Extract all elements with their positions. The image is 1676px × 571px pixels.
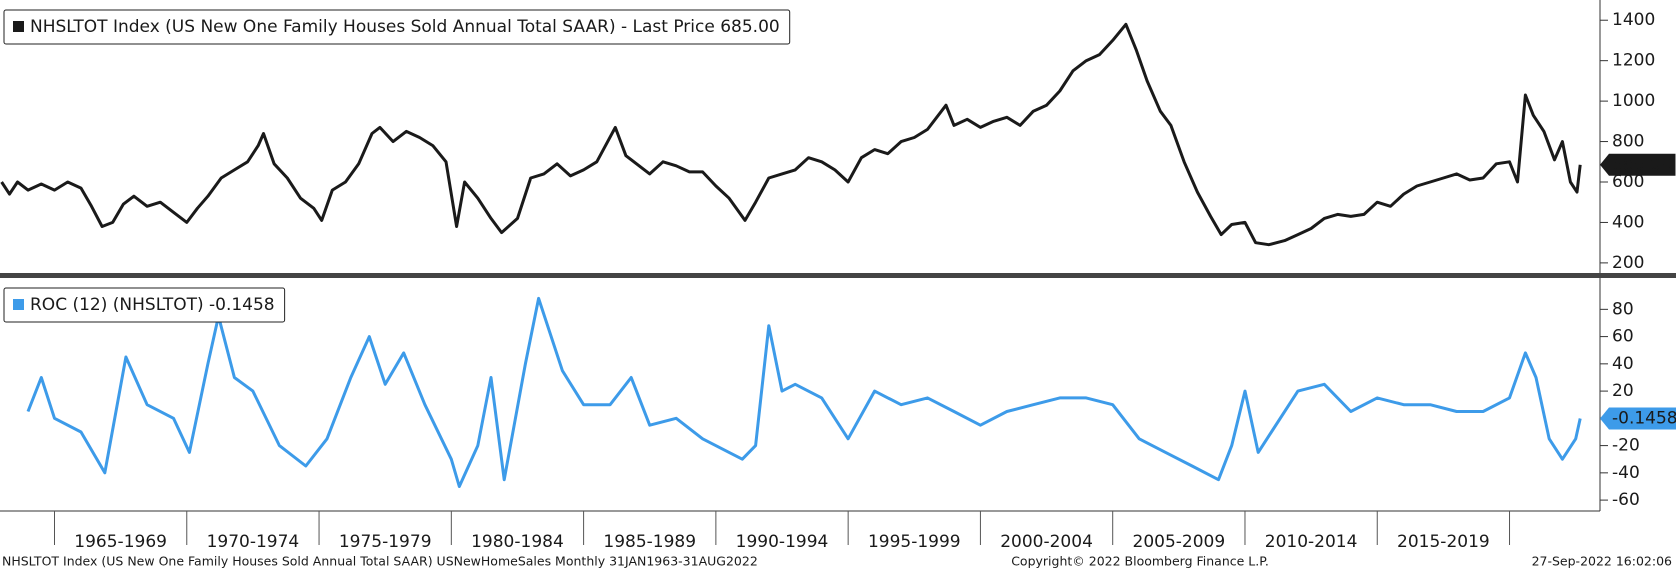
footer-left: NHSLTOT Index (US New One Family Houses … xyxy=(2,554,758,569)
last-value-label: -0.1458 xyxy=(1612,409,1676,429)
y-tick-label: 1000 xyxy=(1612,91,1655,111)
last-value-box xyxy=(1600,153,1676,176)
x-period-label: 2000-2004 xyxy=(1000,532,1093,552)
last-value-label: 685.00 xyxy=(1612,155,1671,175)
y-tick-label: 400 xyxy=(1612,212,1644,232)
x-period-label: 1975-1979 xyxy=(339,532,432,552)
legend-label: ROC (12) (NHSLTOT) -0.1458 xyxy=(30,295,275,315)
y-tick-label: 80 xyxy=(1612,299,1634,319)
legend: NHSLTOT Index (US New One Family Houses … xyxy=(3,9,791,45)
data-line xyxy=(0,22,1582,247)
legend-box xyxy=(3,287,286,323)
last-value-marker: -0.1458 xyxy=(1600,407,1676,430)
data-line xyxy=(26,296,1582,488)
legend-swatch xyxy=(13,299,24,310)
x-period-label: 2015-2019 xyxy=(1397,532,1490,552)
y-tick-label: 600 xyxy=(1612,172,1644,192)
y-tick-label: 40 xyxy=(1612,354,1634,374)
legend-swatch xyxy=(13,21,24,32)
y-tick-label: 20 xyxy=(1612,381,1634,401)
x-period-label: 1985-1989 xyxy=(603,532,696,552)
legend-label: NHSLTOT Index (US New One Family Houses … xyxy=(30,17,780,37)
x-period-label: 1970-1974 xyxy=(207,532,300,552)
x-period-label: 1995-1999 xyxy=(868,532,961,552)
y-tick-label: 1400 xyxy=(1612,10,1655,30)
footer-right: 27-Sep-2022 16:02:06 xyxy=(1532,554,1672,569)
x-period-label: 2010-2014 xyxy=(1265,532,1358,552)
y-tick-label: 200 xyxy=(1612,253,1644,273)
x-period-label: 1965-1969 xyxy=(74,532,167,552)
y-tick-label: -40 xyxy=(1612,463,1640,483)
legend-box xyxy=(3,9,791,45)
x-period-label: 2005-2009 xyxy=(1133,532,1226,552)
last-value-box xyxy=(1600,407,1676,430)
y-tick-label: 800 xyxy=(1612,132,1644,152)
x-period-label: 1990-1994 xyxy=(736,532,829,552)
x-period-label: 1980-1984 xyxy=(471,532,564,552)
panel-separator xyxy=(0,273,1676,278)
y-tick-label: 1200 xyxy=(1612,51,1655,71)
footer-center: Copyright© 2022 Bloomberg Finance L.P. xyxy=(1011,554,1269,569)
y-tick-label: -20 xyxy=(1612,436,1640,456)
y-tick-label: -60 xyxy=(1612,490,1640,510)
legend: ROC (12) (NHSLTOT) -0.1458 xyxy=(3,287,286,323)
y-tick-label: 60 xyxy=(1612,327,1634,347)
last-value-marker: 685.00 xyxy=(1600,153,1676,176)
